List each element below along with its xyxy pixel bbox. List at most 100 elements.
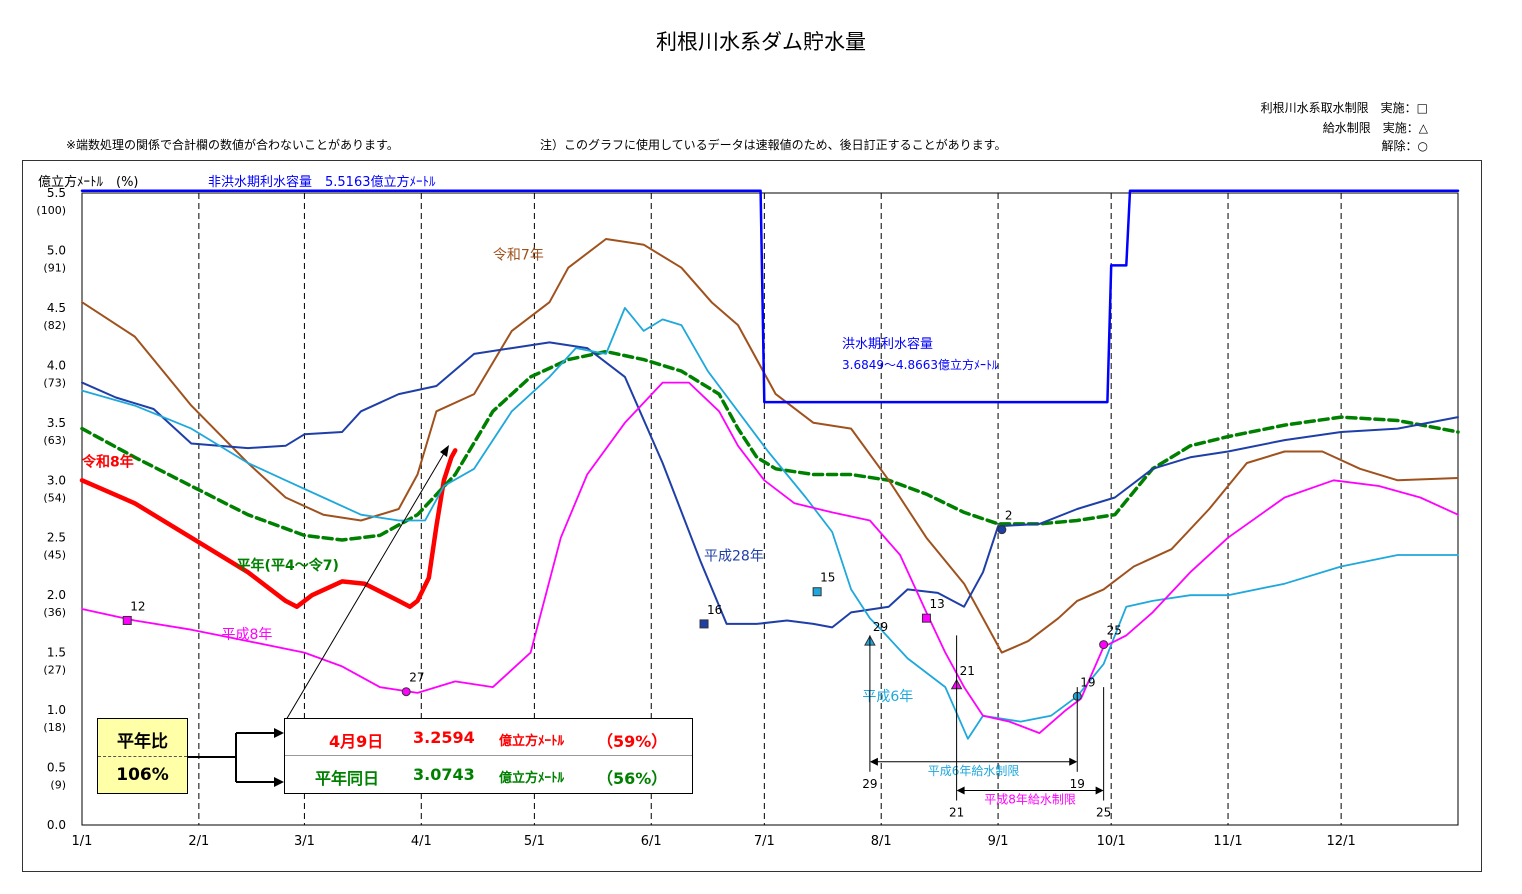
span-arrow-right bbox=[1069, 757, 1078, 766]
marker-label: 19 bbox=[1080, 675, 1095, 689]
series-line-heisei28 bbox=[81, 341, 1459, 629]
y-tick-percent: (9) bbox=[50, 779, 66, 792]
y-tick-percent: (91) bbox=[43, 261, 66, 274]
y-tick-label: 5.0 bbox=[47, 243, 66, 257]
normal-storage-row: 平年同日 3.0743 億立方ﾒｰﾄﾙ （56%） bbox=[285, 756, 692, 792]
legend-supply-restriction: 給水制限 実施：△ bbox=[1322, 121, 1428, 135]
span-arrow-left bbox=[869, 757, 878, 766]
series-line-reiwa8 bbox=[79, 448, 458, 609]
series-label-heisei28: 平成28年 bbox=[704, 549, 764, 565]
normal-date: 平年同日 bbox=[315, 769, 380, 788]
span-end-label: 19 bbox=[1070, 777, 1085, 791]
y-tick-percent: (82) bbox=[43, 319, 66, 332]
ratio-divider bbox=[98, 756, 187, 757]
chart-frame bbox=[22, 160, 1482, 872]
series-line-capacity bbox=[80, 189, 1460, 404]
span-start-label: 29 bbox=[862, 777, 877, 791]
marker-label: 27 bbox=[409, 671, 424, 685]
x-tick-label: 6/1 bbox=[641, 834, 662, 849]
marker-label: 29 bbox=[873, 620, 888, 634]
y-tick-label: 5.5 bbox=[47, 186, 66, 200]
normal-value: 3.0743 bbox=[413, 765, 475, 784]
x-tick-label: 12/1 bbox=[1327, 834, 1356, 849]
y-tick-label: 3.5 bbox=[47, 416, 66, 430]
series-label-heisei6: 平成6年 bbox=[862, 689, 913, 705]
marker-square bbox=[699, 619, 709, 629]
flood-capacity-range: 3.6849～4.8663億立方ﾒｰﾄﾙ bbox=[842, 357, 998, 372]
current-unit: 億立方ﾒｰﾄﾙ bbox=[499, 734, 565, 749]
y-tick-percent: (73) bbox=[43, 376, 66, 389]
marker-label: 15 bbox=[820, 571, 835, 585]
callout-pointer-head bbox=[440, 445, 449, 457]
storage-summary-box: 4月9日 3.2594 億立方ﾒｰﾄﾙ （59%） 平年同日 3.0743 億立… bbox=[284, 718, 693, 794]
y-tick-percent: (63) bbox=[43, 434, 66, 447]
current-value: 3.2594 bbox=[413, 728, 475, 747]
x-tick-label: 1/1 bbox=[72, 834, 93, 849]
marker-circle bbox=[997, 525, 1007, 535]
x-tick-label: 4/1 bbox=[411, 834, 432, 849]
marker-square bbox=[812, 587, 822, 597]
marker-square bbox=[921, 613, 931, 623]
marker-label: 16 bbox=[707, 603, 722, 617]
series-line-heinen bbox=[80, 349, 1460, 542]
marker-label: 21 bbox=[960, 664, 975, 678]
marker-circle bbox=[1099, 640, 1109, 650]
marker-label: 25 bbox=[1107, 624, 1122, 638]
x-tick-label: 7/1 bbox=[754, 834, 775, 849]
current-percent: （59%） bbox=[597, 732, 668, 751]
y-tick-label: 0.5 bbox=[47, 761, 66, 775]
marker-label: 2 bbox=[1005, 509, 1013, 523]
y-tick-label: 4.0 bbox=[47, 358, 66, 372]
y-tick-percent: (45) bbox=[43, 549, 66, 562]
x-tick-label: 9/1 bbox=[988, 834, 1009, 849]
series-line-heisei6 bbox=[81, 307, 1459, 740]
span-label: 平成6年給水制限 bbox=[928, 764, 1020, 778]
marker-circle bbox=[401, 687, 411, 697]
plot-area bbox=[81, 192, 1459, 826]
y-tick-percent: (100) bbox=[36, 204, 66, 217]
y-tick-label: 2.5 bbox=[47, 531, 66, 545]
span-arrow-right bbox=[1095, 786, 1104, 795]
preliminary-data-note: 注）このグラフに使用しているデータは速報値のため、後日訂正することがあります。 bbox=[540, 138, 1007, 152]
series-label-reiwa7: 令和7年 bbox=[493, 248, 544, 264]
y-tick-label: 3.0 bbox=[47, 473, 66, 487]
x-tick-label: 10/1 bbox=[1097, 834, 1126, 849]
span-end-label: 25 bbox=[1096, 806, 1111, 820]
y-tick-label: 0.0 bbox=[47, 818, 66, 832]
x-tick-label: 2/1 bbox=[188, 834, 209, 849]
y-tick-label: 1.0 bbox=[47, 703, 66, 717]
normal-ratio-box: 平年比 106% bbox=[97, 718, 188, 794]
normal-ratio-label: 平年比 bbox=[117, 732, 168, 752]
non-flood-capacity-label: 非洪水期利水容量 5.5163億立方ﾒｰﾄﾙ bbox=[208, 174, 436, 190]
x-tick-label: 8/1 bbox=[871, 834, 892, 849]
y-tick-percent: (54) bbox=[43, 491, 66, 504]
y-tick-percent: (36) bbox=[43, 606, 66, 619]
span-start-label: 21 bbox=[949, 806, 964, 820]
legend-release: 解除：○ bbox=[1381, 139, 1428, 153]
page-title: 利根川水系ダム貯水量 bbox=[656, 30, 866, 54]
current-storage-row: 4月9日 3.2594 億立方ﾒｰﾄﾙ （59%） bbox=[285, 719, 692, 756]
marker-label: 13 bbox=[929, 597, 944, 611]
y-tick-label: 1.5 bbox=[47, 646, 66, 660]
marker-square bbox=[122, 615, 132, 625]
series-label-reiwa8: 令和8年 bbox=[81, 453, 134, 470]
callout-pointer bbox=[285, 449, 447, 721]
x-tick-label: 3/1 bbox=[294, 834, 315, 849]
y-tick-percent: (27) bbox=[43, 664, 66, 677]
y-tick-label: 2.0 bbox=[47, 588, 66, 602]
x-tick-label: 5/1 bbox=[524, 834, 545, 849]
series-label-heisei8: 平成8年 bbox=[221, 627, 272, 643]
normal-percent: （56%） bbox=[597, 769, 668, 788]
legend-intake-restriction: 利根川水系取水制限 実施：□ bbox=[1260, 101, 1428, 115]
normal-ratio-value: 106% bbox=[116, 765, 169, 785]
series-label-heinen: 平年(平4～令7) bbox=[237, 557, 339, 574]
bracket-arrow-bottom bbox=[274, 777, 284, 787]
rounding-note: ※端数処理の関係で合計欄の数値が合わないことがあります。 bbox=[66, 138, 399, 152]
y-axis-label: 億立方ﾒｰﾄﾙ (%) bbox=[38, 174, 139, 190]
span-label: 平成8年給水制限 bbox=[984, 793, 1076, 807]
current-date: 4月9日 bbox=[329, 732, 384, 751]
normal-unit: 億立方ﾒｰﾄﾙ bbox=[499, 771, 565, 786]
flood-capacity-label: 洪水期利水容量 bbox=[842, 336, 933, 352]
marker-label: 12 bbox=[130, 599, 145, 613]
